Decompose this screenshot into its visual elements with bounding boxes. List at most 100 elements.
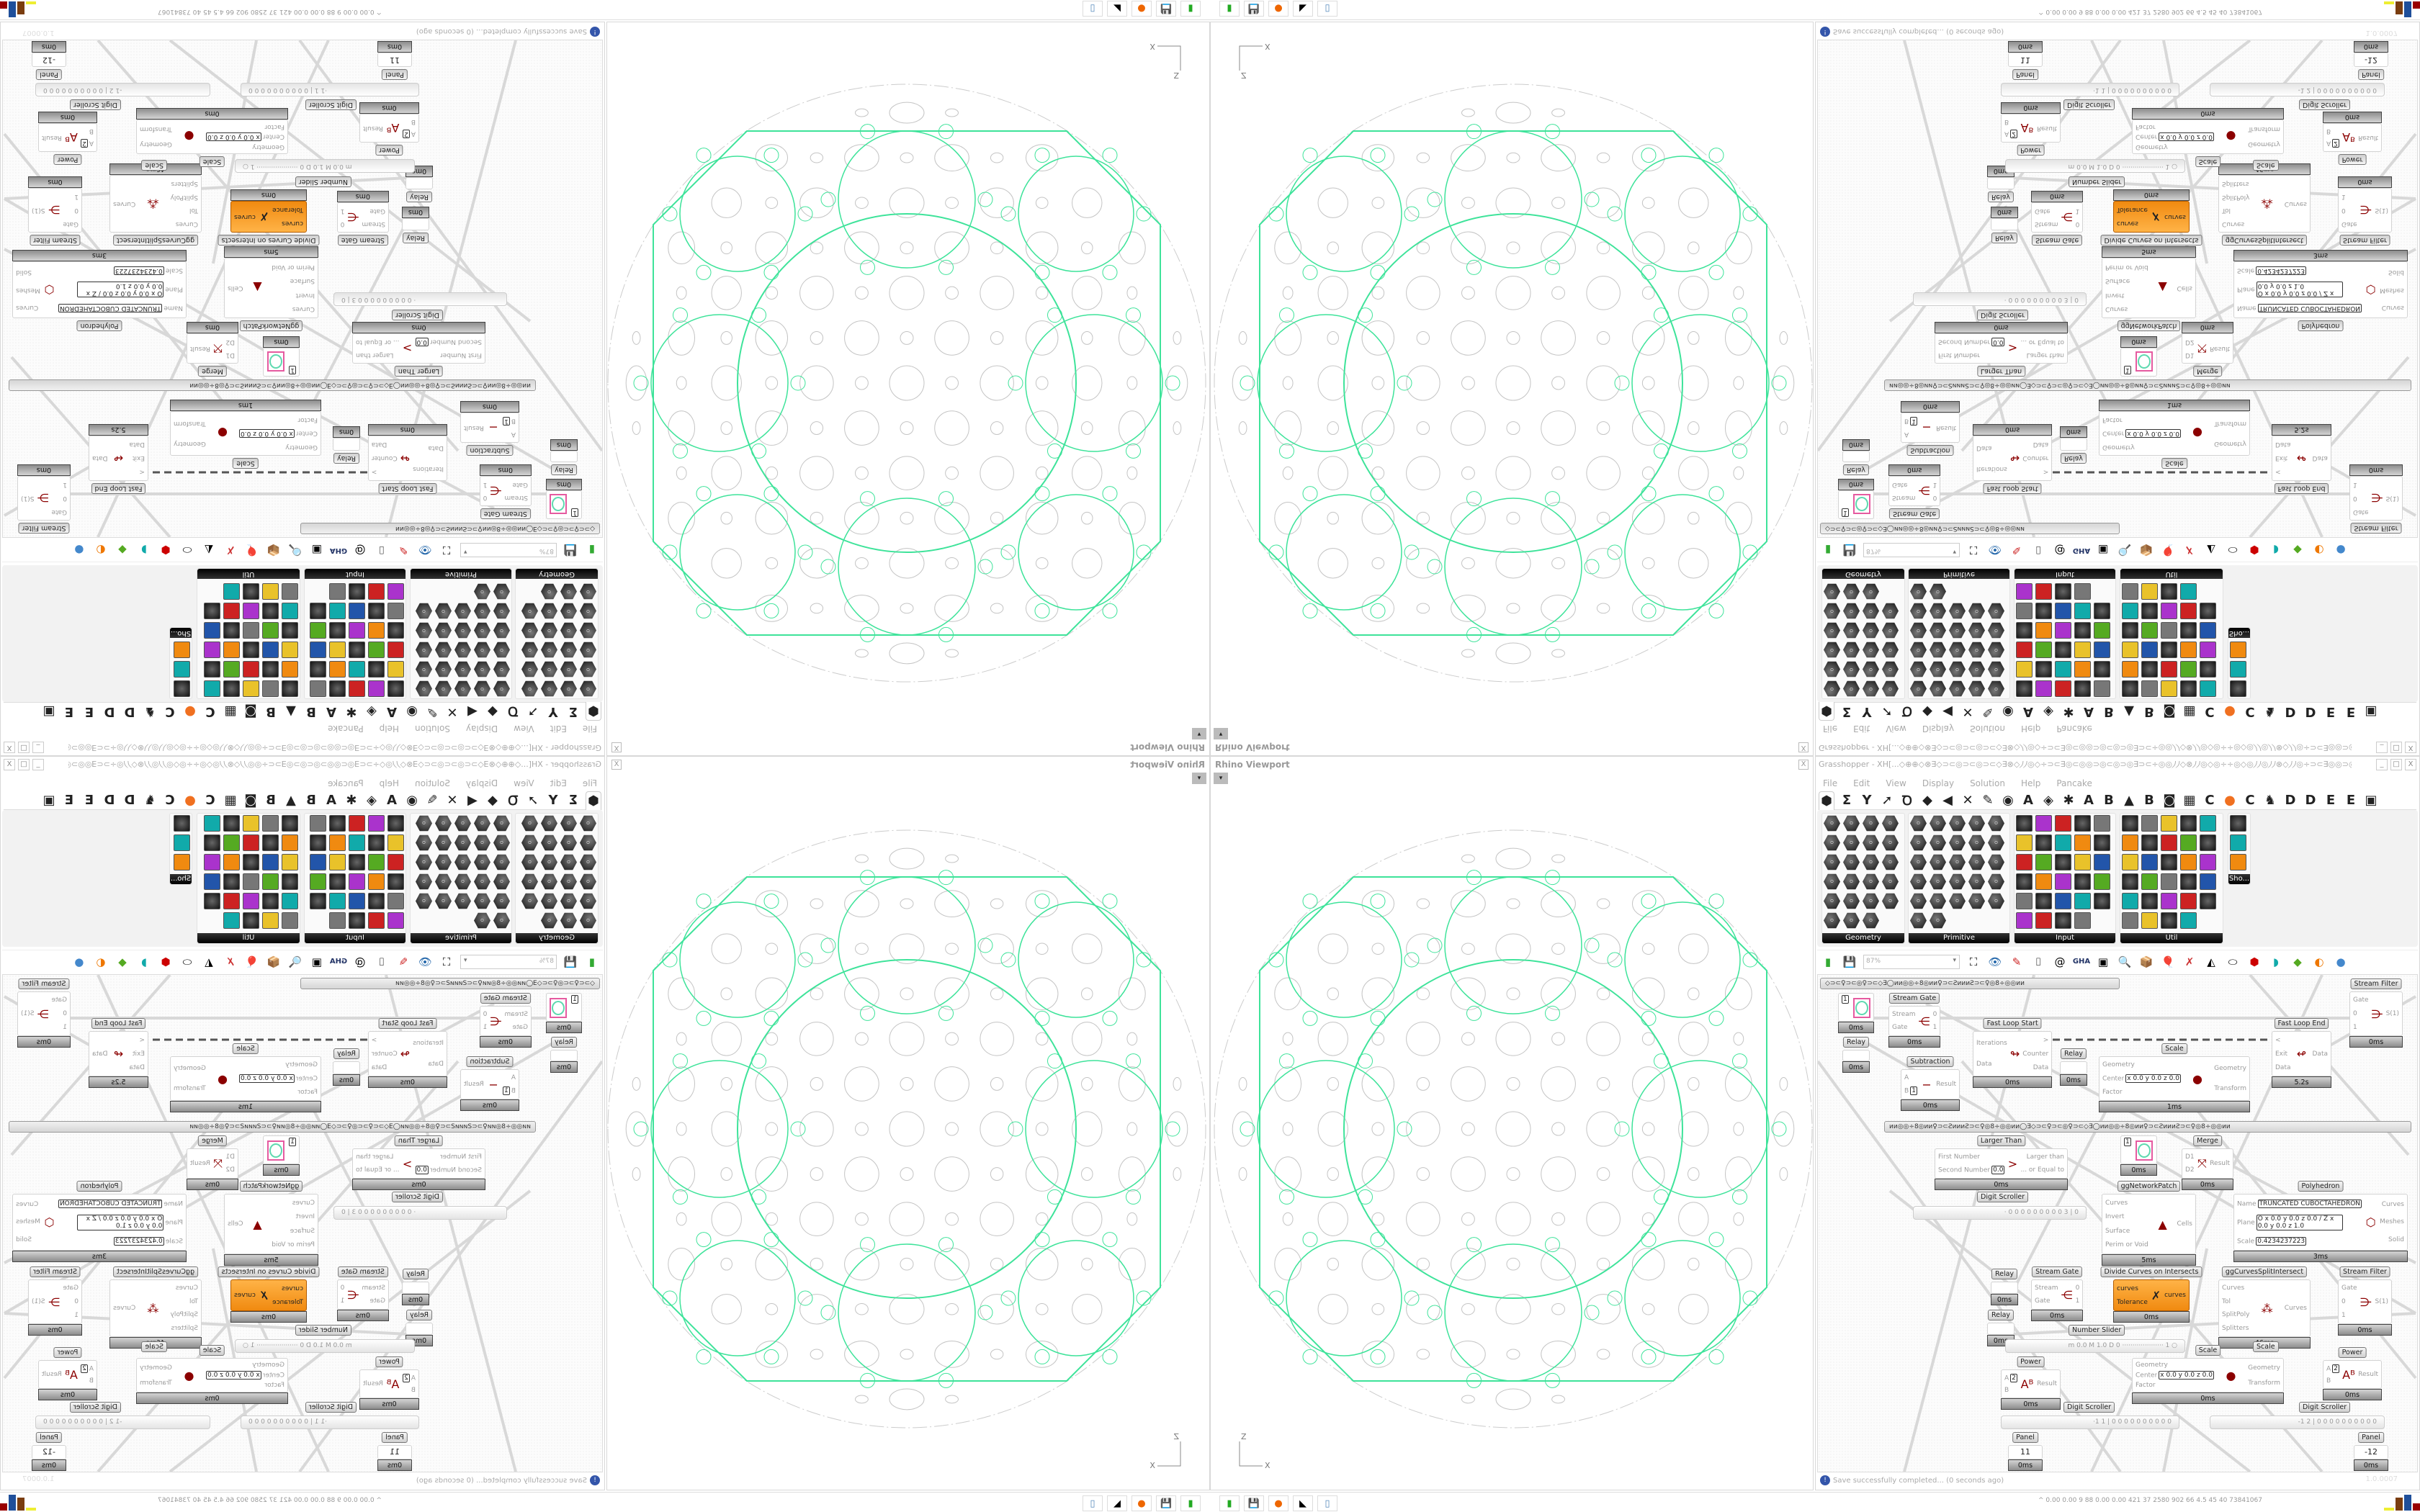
component-icon[interactable]: ◦ [474,893,490,909]
component-icon[interactable]: ◦ [1910,680,1927,697]
input-param[interactable]: Surface [2105,277,2130,285]
group-header[interactable]: ◇⊃⊂♀⊃⊂◎♀⊃⊂◇∃◯ᴎᴎ◎◎÷8◎ᴎᴎ♀⊃⊂ƧᴎᴎᴎƧ⊃⊂♀◎8÷◎◎ᴎᴎ [1820,523,2120,534]
component-stream-gate[interactable]: Stream Gate Stream Gate ⋲ 0 1 0ms [1888,464,1941,519]
calculator-icon[interactable]: ▯ [1083,1495,1103,1511]
input-param[interactable]: 0 [74,207,79,215]
component-label[interactable]: Stream Gate [337,235,388,246]
component-icon[interactable]: ◦ [474,622,490,639]
component-icon[interactable]: ◦ [580,854,596,870]
component-label[interactable]: Panel [2358,69,2384,80]
sketch-brush-icon[interactable]: ✎ [2012,955,2022,968]
component-icon[interactable] [2122,583,2138,600]
output-param[interactable]: Data [2312,1050,2329,1058]
input-param[interactable]: Geometry [252,143,284,151]
input-param[interactable]: Second Number0.0 [415,1165,482,1174]
component-icon[interactable]: ◦ [1910,834,1927,851]
input-param[interactable]: Tolerance [2117,1298,2148,1306]
panel-value[interactable]: 11 [2020,1447,2030,1457]
output-param[interactable]: Transform [174,420,206,427]
component-icon[interactable] [329,893,346,909]
component-icon[interactable] [2055,642,2071,658]
colour-swatch[interactable] [550,998,567,1018]
component-icon[interactable] [2074,873,2091,890]
input-param[interactable]: D1 [2185,351,2195,359]
component-icon[interactable] [2122,854,2138,870]
component-icon[interactable]: ◦ [1843,583,1860,600]
component-icon[interactable]: ◦ [435,680,452,697]
save64-icon[interactable]: 💾 [1156,1,1176,17]
input-param[interactable]: Perim or Void [2105,1241,2148,1249]
image-icon[interactable]: ▣ [2097,544,2109,557]
component-icon[interactable]: ◦ [560,622,577,639]
component-icon[interactable]: ◦ [435,854,452,870]
component-fast-loop-start[interactable]: Fast Loop Start Iterations Data ↬ > Counter Da… [367,424,447,494]
component-icon[interactable] [310,642,326,658]
param-value[interactable]: TRUNCATED CUBOCTAHEDRON [58,1199,163,1208]
component-tab[interactable]: B [2104,704,2114,719]
digit-scroller[interactable]: · 0 0 0 0 0 0 0 0 0 3 | 0 [333,1206,507,1220]
colour-swatch[interactable] [267,351,284,372]
output-param[interactable]: 0 [340,220,345,228]
component-icon[interactable]: ◦ [454,873,471,890]
component-label[interactable]: Larger Than [1976,1135,2026,1146]
input-param[interactable]: 1 [74,1311,79,1319]
component-icon[interactable] [387,622,404,639]
component-icon[interactable]: ◦ [1824,815,1840,832]
component-tab[interactable]: B [2104,793,2114,808]
component-icon[interactable]: ◦ [1949,873,1966,890]
input-param[interactable]: Curves [292,1199,315,1207]
component-icon[interactable]: ◦ [1843,893,1860,909]
zoom-extents-icon[interactable]: ⛶ [442,544,451,557]
output-param[interactable]: Curves [2284,1305,2307,1312]
input-param[interactable]: Curves [2222,220,2245,228]
input-param[interactable]: Centerx 0.0 y 0.0 z 0.0 [239,429,318,438]
param-value[interactable]: 0.4234237223 [2256,266,2307,276]
input-param[interactable]: Gate [1892,481,1908,488]
search-icon[interactable]: 🔍 [288,955,302,968]
component-label[interactable]: ggCurvesSplitIntersect [2221,235,2308,246]
input-param[interactable]: First Number [1938,1153,1980,1161]
component-stream-filter[interactable]: Stream Filter Gate 0 1 ⋺ S(1) 0ms [17,464,71,534]
component-icon[interactable] [2200,873,2216,890]
component-label[interactable]: Power [2017,1356,2045,1367]
output-param[interactable]: Result [1936,424,1956,431]
component-label[interactable]: Stream Gate [337,1266,388,1277]
component-ggnetworkpatch[interactable]: ggNetworkPatch Curves Invert Surface Perim o… [224,1181,318,1266]
component-icon[interactable] [2141,603,2158,619]
component-label[interactable]: Panel [382,69,408,80]
input-param[interactable]: Geometry [2136,1361,2168,1369]
menu-item-display[interactable]: Display [1922,778,1955,788]
component-tab[interactable]: E [84,704,94,719]
component-tab[interactable]: ◈ [2043,793,2053,808]
digit-scroller-label[interactable]: Digit Scroller [69,1402,121,1413]
component-relay[interactable]: Relay 0ms [402,1269,429,1305]
grasshopper-canvas[interactable]: ◇⊃⊂♀⊃⊂◎♀⊃⊂◇∃◯ᴎᴎ◎◎÷8◎ᴎᴎ♀⊃⊂ƧᴎᴎᴎƧ⊃⊂♀◎8÷◎◎ᴎᴎ… [2,974,603,1472]
menu-item-pancake[interactable]: Pancake [328,724,364,734]
component-icon[interactable] [387,912,404,929]
input-param[interactable]: B [2004,1387,2009,1394]
input-param[interactable]: B [2326,1377,2331,1385]
component-icon[interactable]: ◦ [580,873,596,890]
new-document-icon[interactable]: ▮ [1824,955,1832,968]
output-param[interactable]: Geometry [140,1364,172,1372]
component-tab[interactable]: ◉ [406,793,418,808]
balloon-icon[interactable]: 🎈 [245,544,259,557]
panel-label[interactable]: Primitive [411,933,511,943]
menu-item-pancake[interactable]: Pancake [328,778,364,788]
component-tab[interactable]: C [2245,793,2255,808]
component-icon[interactable] [2161,642,2177,658]
param-value[interactable]: 1 [503,417,510,426]
component-label[interactable]: ggNetworkPatch [239,1181,303,1192]
component-icon[interactable] [329,661,346,678]
input-param[interactable]: A2 [403,1374,416,1382]
component-icon[interactable]: ◦ [1910,661,1927,678]
output-param[interactable]: 1 [1932,481,1937,488]
component-icon[interactable] [243,854,259,870]
green-icon[interactable]: ◆ [2293,955,2302,968]
component-icon[interactable] [2122,873,2138,890]
input-param[interactable]: Iterations [413,464,444,472]
component-tab[interactable]: ▣ [2365,704,2378,719]
